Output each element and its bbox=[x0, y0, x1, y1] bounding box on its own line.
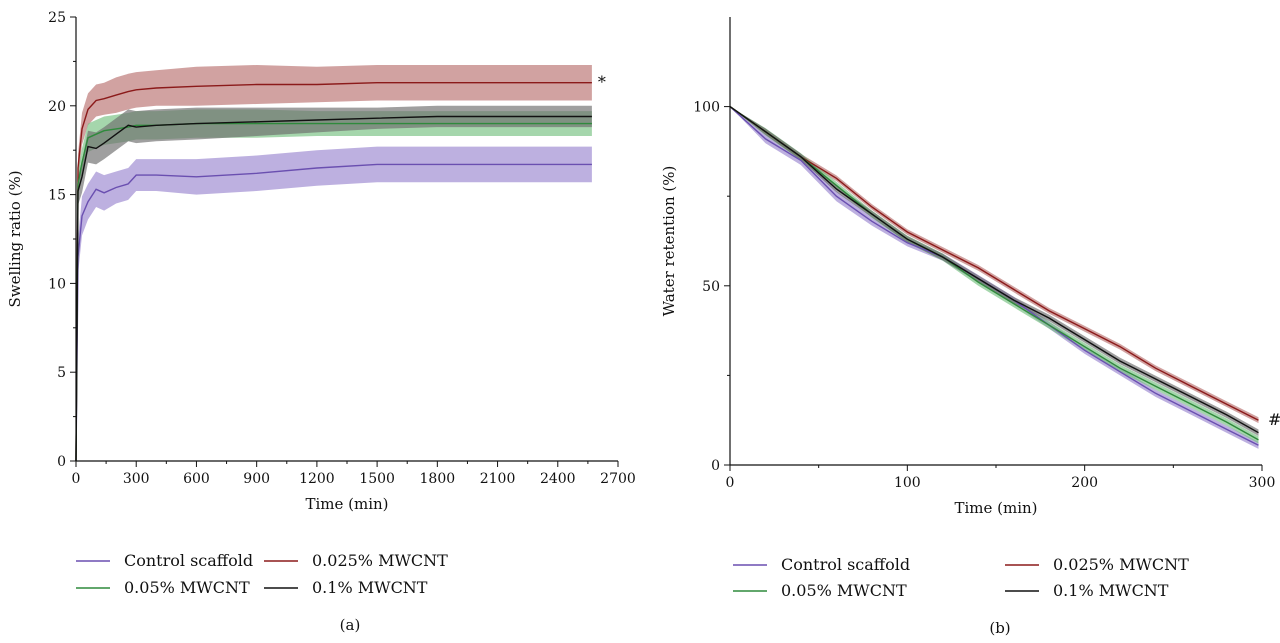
y-tick-label: 50 bbox=[702, 279, 720, 295]
panel-a-axes: 0 300 600 900 1200 1500 1800 2100 2400 2700 0 5 10 15… bbox=[48, 10, 636, 487]
panel-b-legend: Control scaffold 0.025% MWCNT 0.05% MWCNT 0… bbox=[733, 555, 1189, 600]
y-tick-label: 15 bbox=[48, 188, 66, 204]
x-tick-label: 1800 bbox=[420, 471, 456, 487]
panel-a-x-axis-label: Time (min) bbox=[305, 495, 388, 513]
panel-b-series-lines bbox=[729, 106, 1259, 446]
y-tick-label: 0 bbox=[711, 458, 720, 474]
panel-a-legend: Control scaffold 0.025% MWCNT 0.05% MWCNT 0… bbox=[76, 551, 448, 597]
x-tick-label: 2400 bbox=[540, 471, 576, 487]
x-tick-label: 1200 bbox=[299, 471, 335, 487]
panel-a-series-lines bbox=[75, 81, 592, 462]
x-tick-label: 100 bbox=[894, 475, 921, 491]
y-tick-label: 5 bbox=[57, 365, 66, 381]
error-band-c1 bbox=[730, 106, 1259, 436]
x-tick-label: 900 bbox=[243, 471, 270, 487]
x-tick-label: 300 bbox=[123, 471, 150, 487]
significance-marker: * bbox=[598, 73, 606, 92]
panel-a-error-bands bbox=[76, 65, 592, 462]
panel-b-axes: 0 100 200 300 0 50 100 bbox=[693, 17, 1275, 491]
panel-b-label: (b) bbox=[989, 619, 1010, 637]
series-line-c025 bbox=[729, 106, 1259, 421]
x-tick-label: 300 bbox=[1249, 475, 1276, 491]
legend-label-c1: 0.1% MWCNT bbox=[1053, 581, 1169, 600]
series-line-c1 bbox=[75, 115, 592, 462]
series-line-c1 bbox=[729, 106, 1259, 434]
y-tick-label: 0 bbox=[57, 454, 66, 470]
legend-label-control: Control scaffold bbox=[781, 555, 910, 574]
error-band-c05 bbox=[730, 106, 1259, 444]
legend-label-c05: 0.05% MWCNT bbox=[781, 581, 907, 600]
series-line-c05 bbox=[729, 106, 1259, 441]
y-tick-label: 25 bbox=[48, 10, 66, 26]
x-tick-label: 1500 bbox=[359, 471, 395, 487]
x-tick-label: 2100 bbox=[480, 471, 516, 487]
legend-label-c025: 0.025% MWCNT bbox=[1053, 555, 1189, 574]
x-tick-label: 600 bbox=[183, 471, 210, 487]
legend-label-c05: 0.05% MWCNT bbox=[124, 578, 250, 597]
panel-b-error-bands bbox=[730, 106, 1259, 449]
series-line-c025 bbox=[75, 81, 592, 462]
y-tick-label: 100 bbox=[693, 100, 720, 116]
legend-label-c1: 0.1% MWCNT bbox=[312, 578, 428, 597]
legend-label-c025: 0.025% MWCNT bbox=[312, 551, 448, 570]
error-band-c025 bbox=[76, 65, 592, 461]
panel-a: 0 300 600 900 1200 1500 1800 2100 2400 2700 0 5 10 15… bbox=[6, 10, 636, 634]
panel-b: 0 100 200 300 0 50 100 Time (min) Water retent… bbox=[660, 17, 1280, 637]
x-tick-label: 0 bbox=[726, 475, 735, 491]
series-line-c05 bbox=[75, 122, 592, 462]
panel-a-annotations: * bbox=[598, 73, 606, 92]
error-band-c1 bbox=[76, 105, 592, 462]
y-tick-label: 20 bbox=[48, 99, 66, 115]
panel-a-label: (a) bbox=[340, 616, 361, 634]
panel-a-y-axis-label: Swelling ratio (%) bbox=[6, 170, 24, 307]
panel-b-y-axis-label: Water retention (%) bbox=[660, 166, 678, 317]
series-line-control bbox=[75, 163, 592, 462]
legend-label-control: Control scaffold bbox=[124, 551, 253, 570]
x-tick-label: 200 bbox=[1071, 475, 1098, 491]
y-tick-label: 10 bbox=[48, 276, 66, 292]
panel-b-x-axis-label: Time (min) bbox=[954, 499, 1037, 517]
x-tick-label: 0 bbox=[72, 471, 81, 487]
significance-marker: # bbox=[1268, 410, 1280, 429]
panel-b-annotations: # bbox=[1268, 410, 1280, 429]
x-tick-label: 2700 bbox=[600, 471, 636, 487]
error-band-control bbox=[76, 146, 592, 461]
error-band-c025 bbox=[730, 106, 1259, 424]
